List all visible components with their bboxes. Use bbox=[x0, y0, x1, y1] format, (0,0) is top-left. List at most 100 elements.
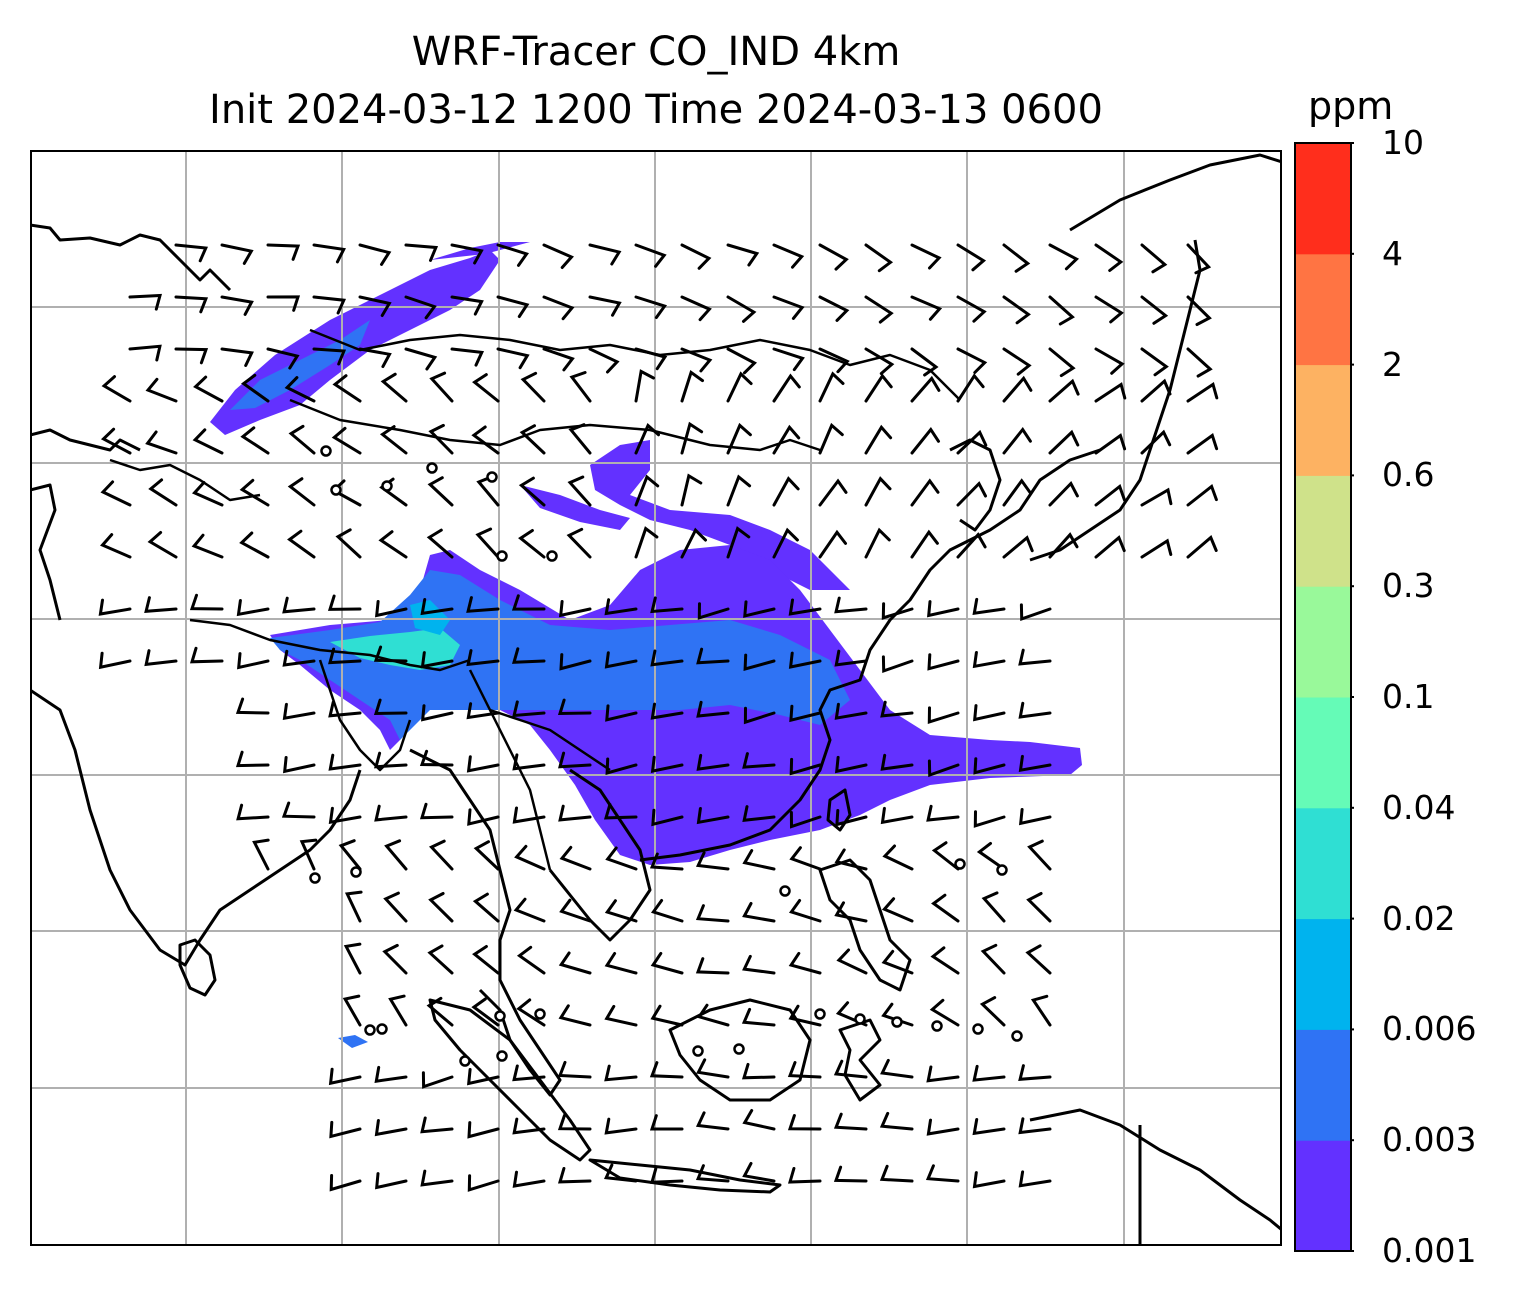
wind-barb bbox=[421, 1071, 454, 1089]
wind-barb bbox=[925, 1164, 960, 1183]
wind-barb bbox=[220, 243, 254, 265]
wind-barb bbox=[374, 804, 408, 822]
wind-barb bbox=[818, 295, 850, 322]
wind-barb bbox=[557, 1167, 592, 1184]
wind-barb bbox=[742, 752, 776, 769]
wind-barb bbox=[344, 890, 363, 923]
wind-barb bbox=[972, 597, 1006, 615]
wind-barb bbox=[378, 530, 408, 559]
wind-barb bbox=[559, 600, 592, 618]
wind-barb bbox=[973, 704, 1006, 722]
wind-barb bbox=[741, 1007, 776, 1027]
wind-barb bbox=[680, 421, 704, 455]
wind-barb bbox=[1094, 484, 1126, 507]
wind-barb bbox=[881, 897, 914, 923]
colorbar-tick-label: 0.04 bbox=[1382, 787, 1456, 827]
wind-barb bbox=[404, 295, 437, 320]
wind-barb bbox=[649, 1167, 684, 1184]
wind-barb bbox=[634, 474, 660, 507]
wind-barb bbox=[373, 698, 408, 716]
wind-barb bbox=[1140, 429, 1172, 455]
wind-barb bbox=[375, 1172, 408, 1190]
wind-barb bbox=[512, 1117, 546, 1135]
wind-barb bbox=[1048, 429, 1080, 455]
coast-java bbox=[588, 1158, 782, 1194]
wind-barb bbox=[742, 902, 776, 923]
wind-barb bbox=[976, 841, 1006, 871]
wind-barb bbox=[299, 838, 318, 871]
wind-barb bbox=[973, 810, 1006, 828]
wind-barb bbox=[864, 295, 894, 324]
wind-barb bbox=[588, 295, 622, 317]
colorbar-unit-label: ppm bbox=[1308, 84, 1394, 128]
wind-barb bbox=[1140, 295, 1169, 325]
wind-barb bbox=[128, 293, 162, 311]
map-frame bbox=[30, 150, 1282, 1246]
wind-barb bbox=[189, 646, 224, 664]
colorbar-segment bbox=[1295, 253, 1351, 366]
wind-barb bbox=[927, 759, 960, 778]
wind-barb bbox=[864, 373, 893, 403]
wind-barb bbox=[252, 838, 270, 871]
wind-barb bbox=[281, 801, 316, 819]
wind-barb bbox=[427, 476, 454, 507]
wind-barb bbox=[973, 757, 1006, 775]
wind-barb bbox=[404, 347, 438, 371]
wind-barb bbox=[358, 347, 392, 369]
wind-barb bbox=[787, 1061, 822, 1079]
wind-barb bbox=[312, 295, 347, 315]
wind-barb bbox=[471, 997, 500, 1027]
wind-barb bbox=[743, 653, 776, 671]
wind-barb bbox=[144, 649, 178, 667]
calm-wind-circle bbox=[996, 864, 1008, 876]
wind-barb bbox=[726, 474, 752, 507]
calm-wind-circle bbox=[891, 1016, 903, 1028]
wind-barb bbox=[282, 702, 316, 721]
wind-barb bbox=[695, 1111, 730, 1131]
wind-barb bbox=[283, 756, 316, 774]
wind-barb bbox=[726, 371, 753, 403]
wind-barb bbox=[972, 1171, 1006, 1189]
wind-barb bbox=[220, 295, 254, 316]
wind-barb bbox=[512, 1170, 546, 1188]
calm-wind-circle bbox=[954, 858, 966, 870]
border-myanmar bbox=[318, 659, 412, 772]
wind-barb bbox=[834, 702, 868, 720]
wind-barb bbox=[931, 841, 960, 871]
wind-barb bbox=[358, 295, 392, 317]
wind-barb bbox=[930, 946, 960, 975]
wind-barb bbox=[910, 295, 943, 321]
plume-china-north bbox=[590, 440, 850, 590]
wind-barb bbox=[379, 425, 408, 455]
wind-barb bbox=[466, 702, 500, 720]
wind-barb bbox=[373, 645, 408, 663]
wind-barb bbox=[772, 424, 801, 455]
wind-barb bbox=[788, 951, 822, 975]
calm-wind-circle bbox=[486, 471, 498, 483]
wind-barb bbox=[772, 347, 805, 372]
wind-barb bbox=[380, 372, 408, 403]
wind-barb bbox=[266, 243, 301, 261]
wind-barb bbox=[910, 427, 940, 455]
wind-barb bbox=[1002, 375, 1033, 403]
wind-barb bbox=[864, 424, 893, 455]
calm-wind-circle bbox=[496, 1050, 508, 1062]
wind-barb bbox=[1030, 994, 1052, 1027]
wind-barb bbox=[1186, 483, 1218, 507]
wind-barb bbox=[695, 851, 730, 871]
wind-barb bbox=[818, 371, 845, 403]
border-himalaya bbox=[189, 618, 471, 672]
wind-barb bbox=[695, 957, 730, 975]
wind-barb bbox=[1094, 433, 1127, 455]
wind-barb bbox=[335, 528, 362, 559]
wind-barb bbox=[726, 295, 757, 323]
wind-barb bbox=[428, 423, 454, 455]
wind-barb bbox=[634, 423, 660, 455]
wind-barb bbox=[235, 750, 270, 768]
wind-barb bbox=[428, 839, 454, 871]
wind-barb bbox=[772, 527, 799, 559]
wind-barb bbox=[696, 1058, 730, 1079]
wind-barb bbox=[467, 1068, 500, 1086]
wind-barb bbox=[384, 839, 408, 871]
wind-barb bbox=[473, 840, 500, 871]
